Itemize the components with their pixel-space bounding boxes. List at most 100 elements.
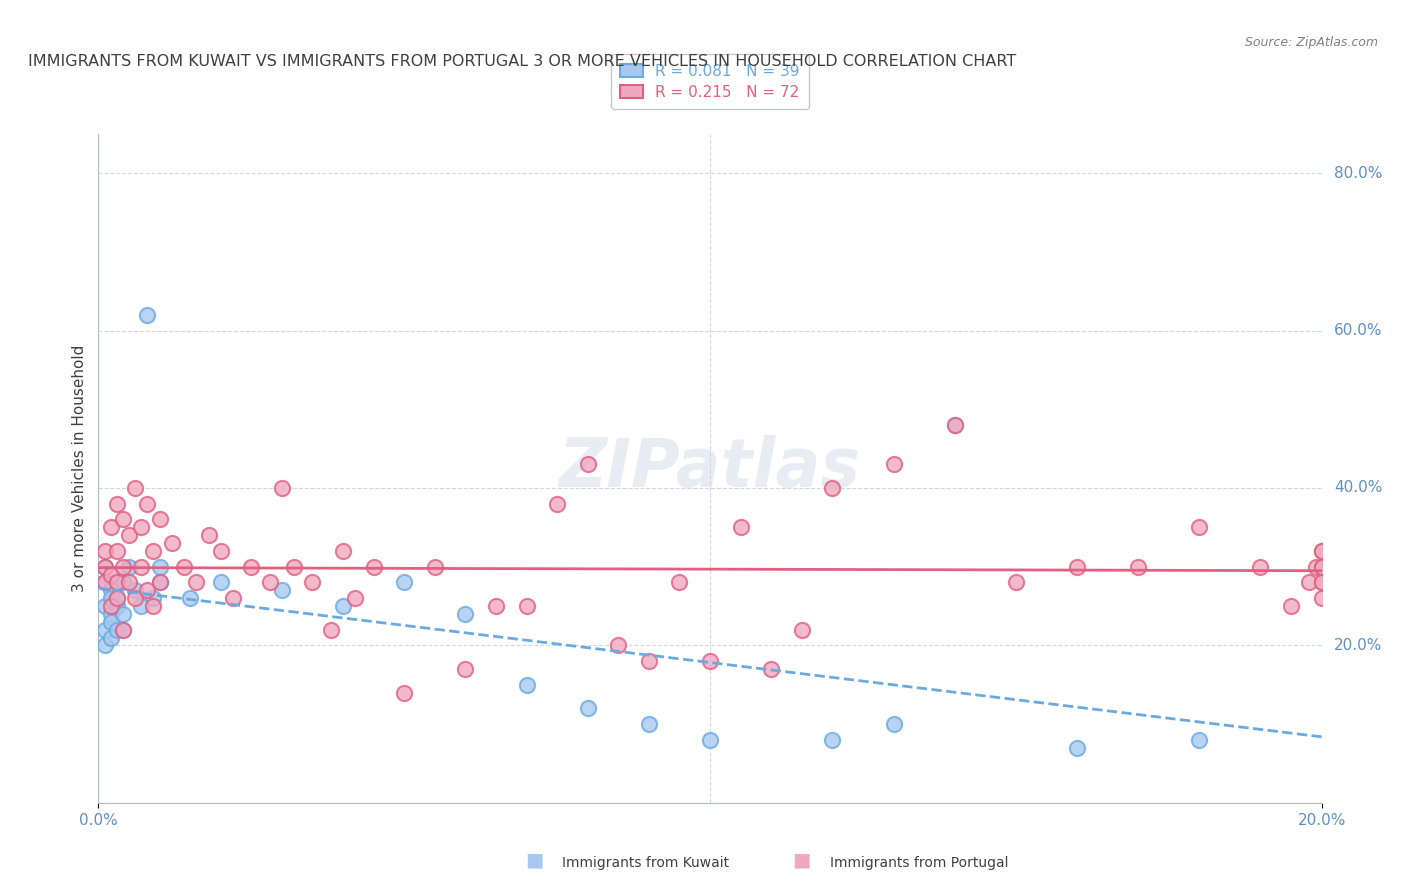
- Portugal: [124, 591, 146, 606]
- Text: ZIPatlas: ZIPatlas: [560, 435, 860, 501]
- Portugal: [699, 654, 721, 668]
- Portugal: [124, 481, 146, 495]
- Portugal: [283, 559, 305, 574]
- Portugal: [1310, 544, 1333, 558]
- Portugal: [392, 685, 416, 699]
- Portugal: [93, 575, 115, 590]
- Kuwait: [943, 417, 966, 432]
- Text: 60.0%: 60.0%: [1334, 323, 1382, 338]
- Portugal: [1298, 575, 1320, 590]
- Text: 40.0%: 40.0%: [1334, 481, 1382, 495]
- Kuwait: [93, 559, 115, 574]
- Portugal: [1188, 520, 1211, 534]
- Portugal: [821, 481, 844, 495]
- Kuwait: [105, 591, 128, 606]
- Portugal: [160, 536, 183, 550]
- Portugal: [105, 591, 128, 606]
- Portugal: [607, 639, 630, 653]
- Portugal: [1310, 575, 1333, 590]
- Portugal: [142, 599, 165, 613]
- Portugal: [222, 591, 245, 606]
- Kuwait: [93, 623, 115, 637]
- Kuwait: [105, 599, 128, 613]
- Portugal: [118, 575, 141, 590]
- Portugal: [105, 544, 128, 558]
- Kuwait: [100, 607, 122, 621]
- Kuwait: [93, 599, 115, 613]
- Portugal: [100, 520, 122, 534]
- Portugal: [332, 544, 354, 558]
- Portugal: [344, 591, 367, 606]
- Kuwait: [105, 575, 128, 590]
- Portugal: [142, 544, 165, 558]
- Kuwait: [100, 631, 122, 645]
- Portugal: [576, 458, 599, 472]
- Kuwait: [111, 575, 134, 590]
- Portugal: [668, 575, 690, 590]
- Legend: R = 0.081   N = 39, R = 0.215   N = 72: R = 0.081 N = 39, R = 0.215 N = 72: [612, 54, 808, 109]
- Portugal: [240, 559, 263, 574]
- Portugal: [546, 497, 568, 511]
- Portugal: [759, 662, 782, 676]
- Portugal: [301, 575, 323, 590]
- Kuwait: [1188, 732, 1211, 747]
- Portugal: [136, 497, 159, 511]
- Text: ■: ■: [792, 851, 811, 870]
- Portugal: [100, 599, 122, 613]
- Kuwait: [93, 575, 115, 590]
- Text: Immigrants from Kuwait: Immigrants from Kuwait: [562, 855, 730, 870]
- Kuwait: [209, 575, 232, 590]
- Portugal: [93, 544, 115, 558]
- Portugal: [1305, 559, 1327, 574]
- Portugal: [129, 559, 152, 574]
- Portugal: [1128, 559, 1150, 574]
- Text: Source: ZipAtlas.com: Source: ZipAtlas.com: [1244, 36, 1378, 49]
- Kuwait: [516, 678, 538, 692]
- Portugal: [790, 623, 813, 637]
- Kuwait: [149, 575, 172, 590]
- Kuwait: [1066, 740, 1088, 755]
- Portugal: [485, 599, 508, 613]
- Kuwait: [118, 559, 141, 574]
- Portugal: [105, 575, 128, 590]
- Text: ■: ■: [524, 851, 544, 870]
- Text: Immigrants from Portugal: Immigrants from Portugal: [830, 855, 1008, 870]
- Portugal: [149, 575, 172, 590]
- Portugal: [1004, 575, 1026, 590]
- Kuwait: [576, 701, 599, 715]
- Kuwait: [124, 583, 146, 598]
- Kuwait: [100, 591, 122, 606]
- Portugal: [259, 575, 281, 590]
- Text: 80.0%: 80.0%: [1334, 166, 1382, 181]
- Kuwait: [699, 732, 721, 747]
- Portugal: [730, 520, 752, 534]
- Portugal: [1310, 559, 1333, 574]
- Portugal: [270, 481, 292, 495]
- Kuwait: [270, 583, 292, 598]
- Y-axis label: 3 or more Vehicles in Household: 3 or more Vehicles in Household: [72, 344, 87, 592]
- Portugal: [93, 559, 115, 574]
- Portugal: [105, 497, 128, 511]
- Portugal: [129, 520, 152, 534]
- Portugal: [136, 583, 159, 598]
- Kuwait: [142, 591, 165, 606]
- Portugal: [516, 599, 538, 613]
- Kuwait: [149, 559, 172, 574]
- Portugal: [363, 559, 385, 574]
- Kuwait: [111, 607, 134, 621]
- Text: 20.0%: 20.0%: [1334, 638, 1382, 653]
- Portugal: [319, 623, 342, 637]
- Kuwait: [454, 607, 477, 621]
- Portugal: [1066, 559, 1088, 574]
- Kuwait: [637, 717, 661, 731]
- Portugal: [1279, 599, 1302, 613]
- Portugal: [1310, 591, 1333, 606]
- Portugal: [173, 559, 195, 574]
- Portugal: [197, 528, 219, 542]
- Portugal: [423, 559, 446, 574]
- Portugal: [454, 662, 477, 676]
- Portugal: [1310, 544, 1333, 558]
- Portugal: [1310, 575, 1333, 590]
- Portugal: [149, 512, 172, 526]
- Kuwait: [93, 639, 115, 653]
